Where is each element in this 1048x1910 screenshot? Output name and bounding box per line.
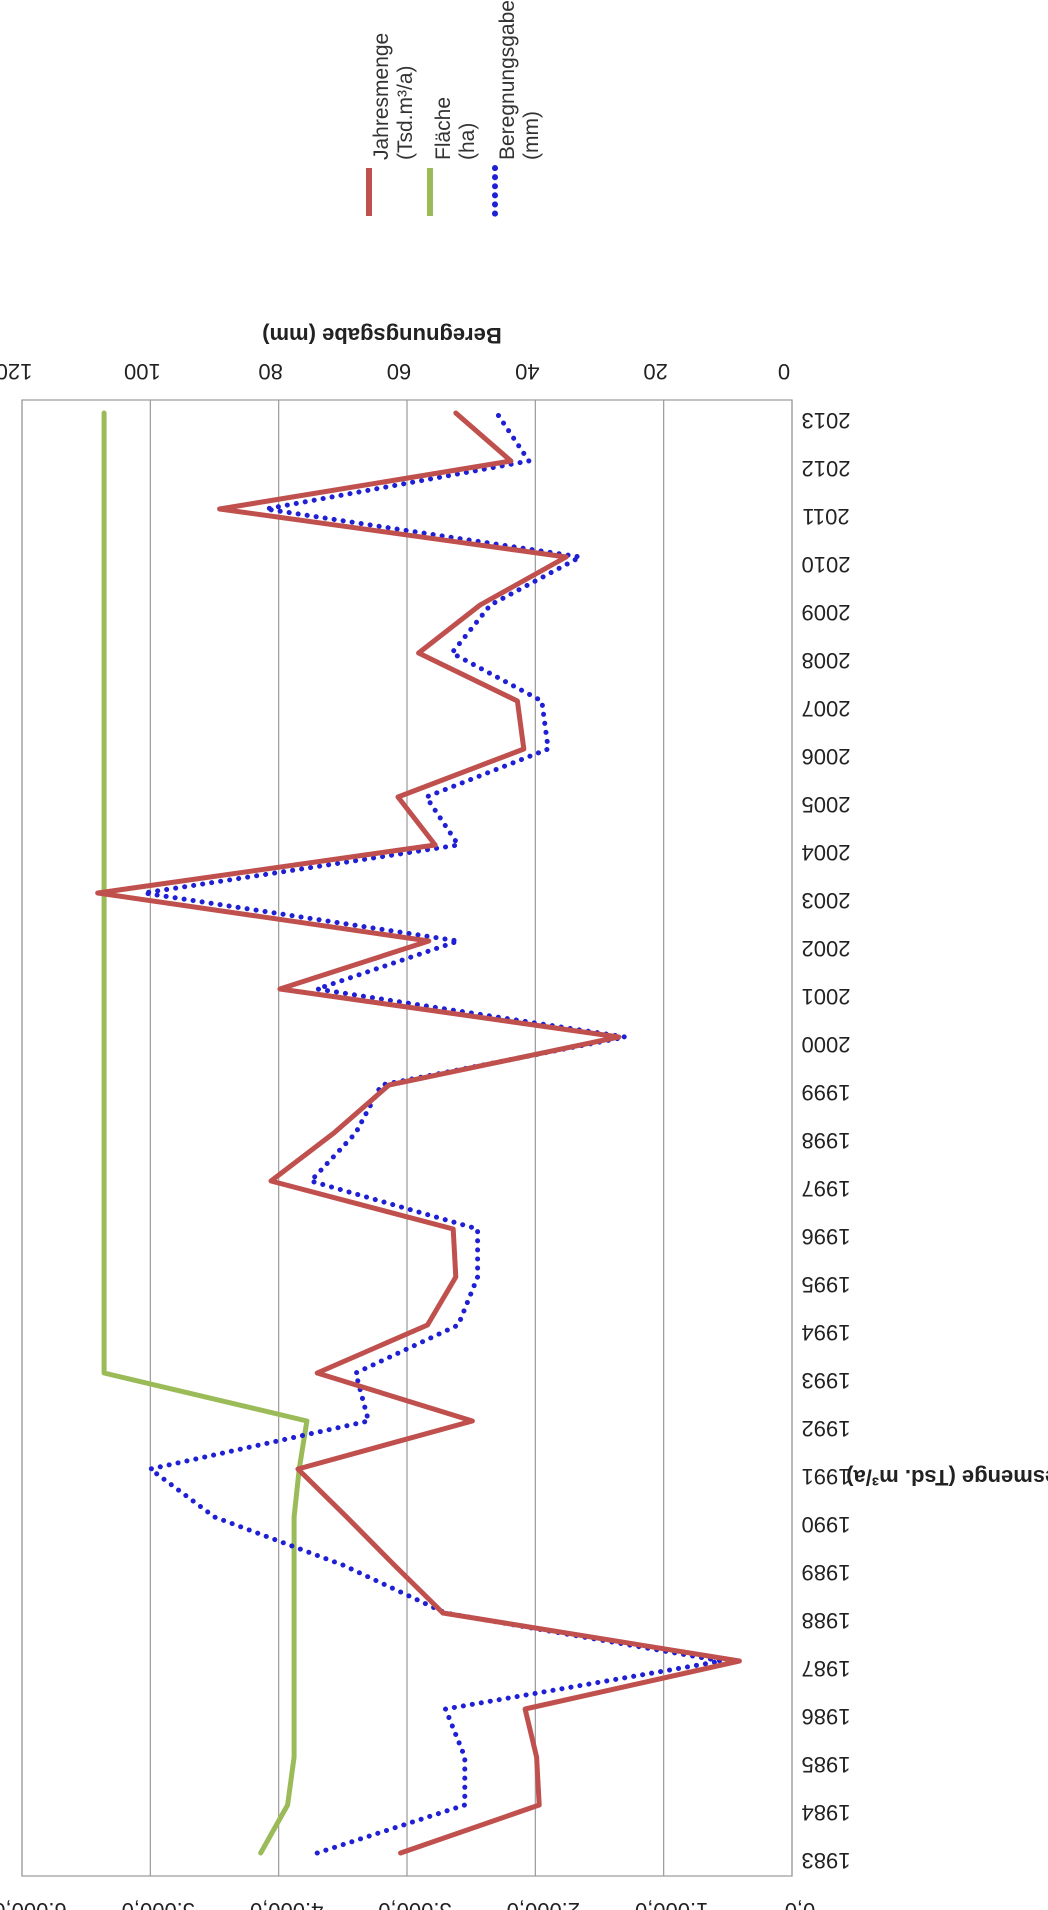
x-tick-label: 2008 [802,648,851,673]
grid-layer [21,399,793,1877]
x-tick-label: 1984 [802,1800,851,1825]
x-tick-label: 2006 [802,744,851,769]
y-left-tick-label: 4.000,0 [250,1898,323,1910]
y-left-tick-label: 5.000,0 [122,1898,195,1910]
x-tick-label: 2005 [802,792,851,817]
x-tick-label: 2001 [802,984,851,1009]
x-tick-label: 2007 [802,696,851,721]
x-tick-label: 1997 [802,1176,851,1201]
x-tick-label: 2013 [802,408,851,433]
y-right-tick-label: 20 [643,359,667,384]
x-tick-label: 1992 [802,1416,851,1441]
x-tick-label: 2004 [802,840,851,865]
legend-label-unit: (mm) [520,111,543,160]
x-tick-label: 2011 [802,504,849,529]
series-layer [95,410,742,1856]
legend-label: Jahresmenge [370,33,393,160]
series-line-1 [95,410,742,1856]
x-tick-label: 1985 [802,1752,851,1777]
x-tick-label: 1983 [802,1848,851,1873]
y-right-tick-label: 80 [258,359,282,384]
y-left-tick-label: 1.000,0 [635,1898,708,1910]
x-tick-label: 2010 [802,552,851,577]
x-tick-label: 1995 [802,1272,851,1297]
x-tick-label: 2009 [802,600,851,625]
x-tick-label: 1999 [802,1080,851,1105]
y-left-tick-label: 2.000,0 [507,1898,580,1910]
x-tick-label: 1986 [802,1704,851,1729]
y-right-tick-label: 120 [0,359,32,384]
x-tick-label: 1987 [802,1656,851,1681]
tick-layer: 0,0 1.000,0 2.000,0 3.000,0 4.000,0 5.000,0 6.… [0,359,850,1910]
y-right-tick-label: 100 [124,359,161,384]
x-tick-label: 1989 [802,1560,851,1585]
legend-label: Beregnungsgabe [496,0,519,160]
legend-label-unit: (Tsd.m³/a) [394,66,417,161]
x-tick-label: 1993 [802,1368,851,1393]
x-tick-label: 1994 [802,1320,851,1345]
axis-titles: Jahresmenge (Tsd. m³/a) Beregnungsgabe (… [262,323,1048,1490]
y-right-tick-label: 40 [515,359,539,384]
y-right-axis-title: Beregnungsgabe (mm) [262,323,502,348]
y-left-tick-label: 3.000,0 [378,1898,451,1910]
legend: Jahresmenge (Tsd.m³/a) Fläche (ha) Beregnung… [366,0,543,219]
y-left-tick-label: 0,0 [785,1898,816,1910]
y-left-tick-label: 6.000,0 [0,1898,67,1910]
x-tick-label: 1996 [802,1224,851,1249]
x-tick-label: 1988 [802,1608,851,1633]
series-line-2 [101,410,310,1856]
x-tick-label: 2003 [802,888,851,913]
x-tick-label: 1991 [802,1464,851,1489]
x-tick-label: 2012 [802,456,851,481]
y-left-axis-title: Jahresmenge (Tsd. m³/a) [846,1465,1048,1490]
x-tick-label: 2002 [802,936,851,961]
y-right-tick-label: 60 [387,359,411,384]
x-tick-label: 2000 [802,1032,851,1057]
y-right-tick-label: 0 [778,359,790,384]
series-line-3 [141,410,724,1856]
legend-label: Fläche [432,97,455,160]
x-tick-label: 1998 [802,1128,851,1153]
x-tick-label: 1990 [802,1512,851,1537]
legend-label-unit: (ha) [456,123,479,160]
